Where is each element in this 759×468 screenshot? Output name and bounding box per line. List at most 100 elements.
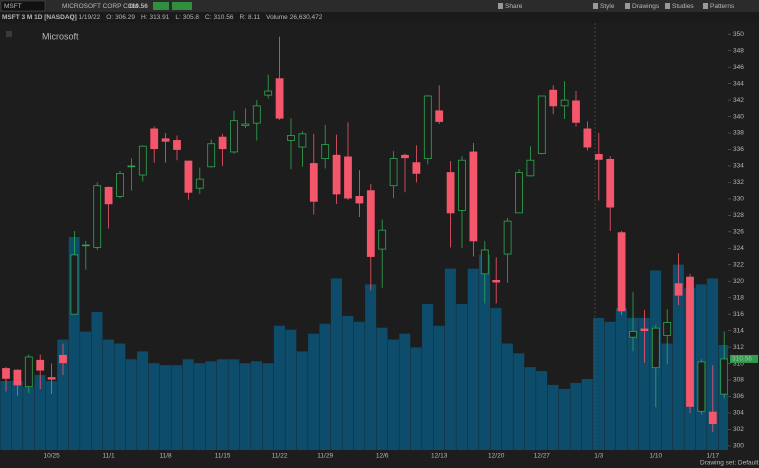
candle-body xyxy=(2,368,10,379)
toolbar-icon[interactable] xyxy=(593,3,598,9)
change-box xyxy=(153,2,169,10)
toolbar-button[interactable]: Studies xyxy=(672,3,694,10)
info-value: 310.56 xyxy=(214,14,234,21)
toolbar-button[interactable]: Patterns xyxy=(710,3,735,10)
last-price: 310.56 xyxy=(128,3,148,10)
y-tick-label: 324 xyxy=(733,245,744,252)
candle-body xyxy=(218,136,227,150)
candle-body xyxy=(378,229,387,250)
volume-bar xyxy=(513,353,525,450)
candle-body xyxy=(47,377,56,380)
candle-body xyxy=(629,331,637,338)
y-tick-label: 326 xyxy=(733,229,744,236)
candle-body xyxy=(116,172,124,197)
candle-body xyxy=(606,158,615,208)
toolbar-button[interactable]: Drawings xyxy=(632,3,660,10)
y-tick-label: 336 xyxy=(733,146,744,153)
x-tick-label: 12/6 xyxy=(376,453,389,460)
y-tick-label: 330 xyxy=(733,196,744,203)
x-tick-label: 1/3 xyxy=(594,453,603,460)
candle-body xyxy=(480,249,489,275)
last-price-marker xyxy=(730,354,758,363)
candle-body xyxy=(344,156,352,199)
y-tick-label: 302 xyxy=(733,426,744,433)
y-tick-label: 306 xyxy=(733,393,744,400)
candle-body xyxy=(275,78,284,119)
y-tick-label: 316 xyxy=(733,311,744,318)
volume-bar xyxy=(570,382,582,450)
y-tick-label: 346 xyxy=(733,64,744,71)
volume-bar xyxy=(558,388,570,450)
y-tick-label: 312 xyxy=(733,344,744,351)
candle-body xyxy=(321,144,330,159)
info-label: Volume xyxy=(266,14,288,21)
toolbar-icon[interactable] xyxy=(625,3,630,9)
volume-bar xyxy=(262,363,274,450)
change-percent-box xyxy=(172,2,192,10)
volume-bar xyxy=(68,237,80,450)
candle-body xyxy=(59,354,67,364)
toolbar-icon[interactable] xyxy=(703,3,708,9)
volume-bar xyxy=(524,367,536,450)
candle-body xyxy=(264,90,273,96)
candle-body xyxy=(720,358,729,395)
volume-bar xyxy=(273,325,285,450)
volume-bar xyxy=(410,347,422,450)
volume-bar xyxy=(45,380,57,450)
volume-bar xyxy=(11,380,23,450)
volume-bar xyxy=(251,361,263,450)
candle-body xyxy=(24,356,33,388)
toolbar-icon[interactable] xyxy=(498,3,503,9)
info-label: L: xyxy=(175,14,181,21)
candle-body xyxy=(230,120,238,153)
y-tick-label: 308 xyxy=(733,377,744,384)
volume-bar xyxy=(490,308,502,450)
volume-bar xyxy=(159,365,171,450)
volume-bar xyxy=(34,375,46,450)
candle-body xyxy=(515,172,523,214)
info-value: 305.8 xyxy=(183,14,200,21)
volume-bar xyxy=(330,278,342,450)
toolbar-button[interactable]: Style xyxy=(600,3,615,10)
volume-bar xyxy=(353,321,365,450)
candle-body xyxy=(663,321,672,336)
x-tick-label: 12/27 xyxy=(534,453,551,460)
candle-body xyxy=(150,128,159,150)
info-value: 26,630,472 xyxy=(290,14,323,21)
info-label: R: xyxy=(239,14,246,21)
volume-bar xyxy=(296,351,308,450)
y-tick-label: 320 xyxy=(733,278,744,285)
x-tick-label: 1/10 xyxy=(649,453,662,460)
candle-body xyxy=(287,135,295,141)
x-tick-label: 10/25 xyxy=(43,453,60,460)
symbol-input[interactable] xyxy=(0,0,46,12)
candle-body xyxy=(458,159,466,211)
volume-bar xyxy=(399,333,411,450)
volume-bar xyxy=(661,343,673,450)
volume-bar xyxy=(57,339,69,450)
y-tick-label: 322 xyxy=(733,261,744,268)
volume-bar xyxy=(194,363,206,450)
watermark: Microsoft xyxy=(42,31,79,41)
candle-body xyxy=(674,283,683,296)
candle-body xyxy=(93,185,102,248)
candle-body xyxy=(161,138,170,142)
candle-body xyxy=(423,95,432,159)
info-label: C: xyxy=(205,14,212,21)
candle-body xyxy=(708,411,717,425)
candle-body xyxy=(36,359,45,371)
watermark-logo xyxy=(6,31,12,37)
candle-body xyxy=(366,190,375,257)
y-tick-label: 310 xyxy=(733,360,744,367)
volume-bar xyxy=(387,339,399,450)
info-value: 306.29 xyxy=(115,14,135,21)
volume-bar xyxy=(114,343,126,450)
info-label: H: xyxy=(141,14,148,21)
symbol: MSFT xyxy=(4,3,22,10)
candle-body xyxy=(560,99,569,107)
toolbar-button[interactable]: Share xyxy=(505,3,523,10)
info-bar xyxy=(0,12,759,23)
toolbar-icon[interactable] xyxy=(665,3,670,9)
volume-bar xyxy=(308,333,320,450)
y-tick-label: 344 xyxy=(733,80,744,87)
